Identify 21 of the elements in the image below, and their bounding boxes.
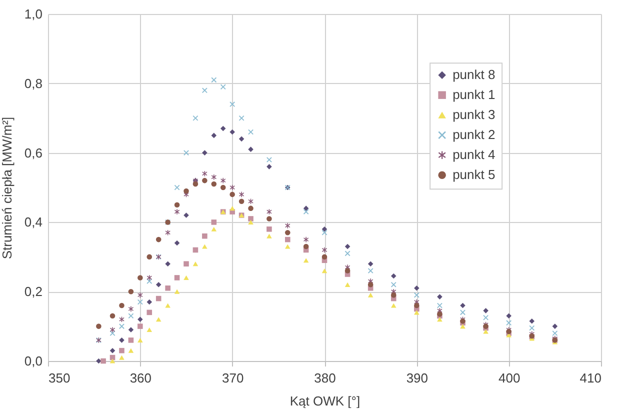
y-tick-label: 0,2	[24, 284, 42, 300]
legend-label: punkt 4	[452, 147, 496, 162]
x-tick-label: 400	[498, 370, 520, 386]
x-tick-label: 390	[406, 370, 428, 386]
x-tick-label: 360	[130, 370, 152, 386]
y-tick-label: 1,0	[24, 6, 42, 22]
y-tick-label: 0,8	[24, 76, 42, 91]
y-axis-title: Strumień ciepła [MW/m²]	[0, 116, 14, 260]
legend-label: punkt 3	[452, 107, 496, 122]
x-tick-label: 370	[222, 370, 244, 386]
y-tick-label: 0,4	[24, 214, 42, 230]
legend-label: punkt 8	[452, 67, 496, 82]
y-tick-label: 0,6	[24, 145, 42, 160]
x-tick-label: 380	[314, 370, 336, 386]
legend-label: punkt 2	[452, 127, 496, 142]
x-tick-label: 350	[48, 370, 70, 386]
legend-label: punkt 5	[452, 167, 496, 182]
legend-label: punkt 1	[452, 87, 496, 102]
y-tick-label: 0,0	[24, 354, 42, 368]
x-axis-title: Kąt OWK [°]	[290, 394, 360, 408]
x-tick-label: 410	[580, 370, 602, 386]
